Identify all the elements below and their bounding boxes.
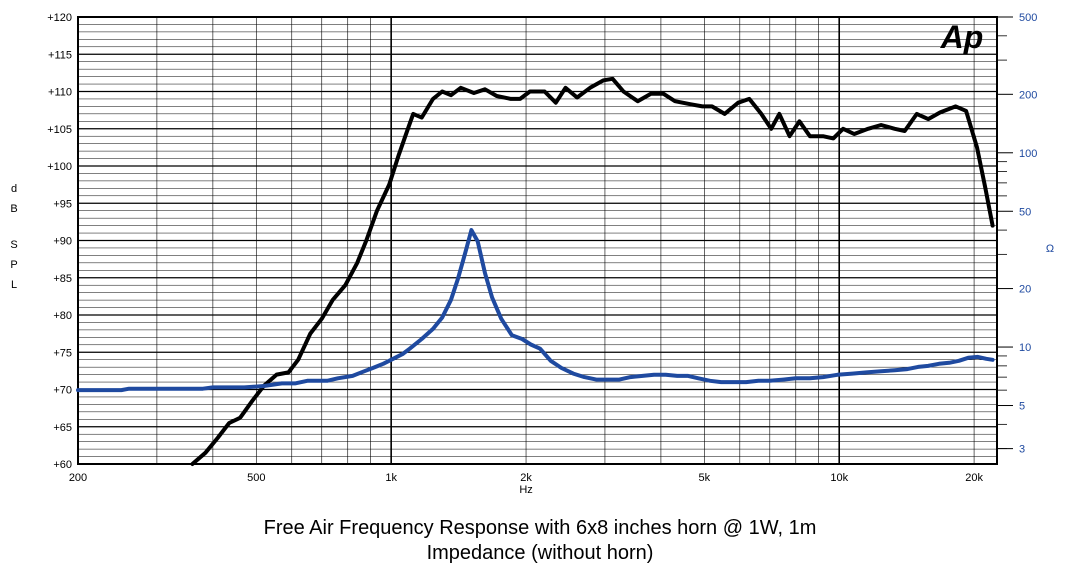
y2-tick-label: 10 xyxy=(1019,342,1031,354)
x-tick-label: 20k xyxy=(965,472,983,484)
x-tick-label: 1k xyxy=(385,472,397,484)
y2-tick-label: 5 xyxy=(1019,401,1025,413)
y2-tick-label: 50 xyxy=(1019,206,1031,218)
y-axis-label: dB SPL xyxy=(10,183,17,291)
left-axis-ticks: +120 +115 +110 +105 +100 +95 +90 +85 +80 +75 +70 +6… xyxy=(47,12,72,471)
y-tick-label: +75 xyxy=(53,347,72,359)
plot-frame xyxy=(77,16,998,465)
caption-line-2: Impedance (without horn) xyxy=(426,542,654,564)
y-tick-label: +120 xyxy=(47,12,72,24)
y-tick-label: +65 xyxy=(53,422,72,434)
y-tick-label: +60 xyxy=(53,459,72,471)
x-tick-label: 2k xyxy=(520,472,532,484)
spl-response-line xyxy=(190,76,995,466)
y-tick-label: +70 xyxy=(53,385,72,397)
y-axis-label-letter: L xyxy=(11,279,17,291)
impedance-line xyxy=(76,228,995,393)
x-axis-ticks: 200 500 1k 2k 5k 10k 20k xyxy=(69,472,984,484)
y-tick-label: +115 xyxy=(48,49,72,61)
x-tick-label: 500 xyxy=(247,472,265,484)
y-axis-label-letter: P xyxy=(10,259,17,271)
y-tick-label: +100 xyxy=(47,161,72,173)
x-tick-label: 200 xyxy=(69,472,87,484)
caption-line-1: Free Air Frequency Response with 6x8 inc… xyxy=(263,517,817,539)
y2-tick-label: 200 xyxy=(1019,89,1037,101)
chart-grid xyxy=(78,17,997,464)
x-axis-label: Hz xyxy=(519,484,532,496)
y-tick-label: +85 xyxy=(53,273,72,285)
y-tick-label: +110 xyxy=(48,87,72,99)
y-tick-label: +105 xyxy=(47,124,72,136)
y-tick-label: +95 xyxy=(53,198,72,210)
y-tick-label: +80 xyxy=(53,310,72,322)
y2-tick-label: 500 xyxy=(1019,12,1037,24)
x-tick-label: 10k xyxy=(830,472,848,484)
y-tick-label: +90 xyxy=(53,236,72,248)
y-axis-label-letter: B xyxy=(10,203,17,215)
y2-tick-label: 3 xyxy=(1019,444,1025,456)
right-axis-ticks: 500 200 100 50 20 10 5 3 xyxy=(997,12,1037,456)
y2-tick-label: 20 xyxy=(1019,284,1031,296)
x-tick-label: 5k xyxy=(699,472,711,484)
ap-logo: Ap xyxy=(940,19,984,55)
series-layer xyxy=(76,76,995,466)
y-axis-label-letter: d xyxy=(11,183,17,195)
y-axis-label-letter: S xyxy=(10,239,17,251)
right-axis-label: Ω xyxy=(1046,243,1054,255)
y2-tick-label: 100 xyxy=(1019,148,1037,160)
